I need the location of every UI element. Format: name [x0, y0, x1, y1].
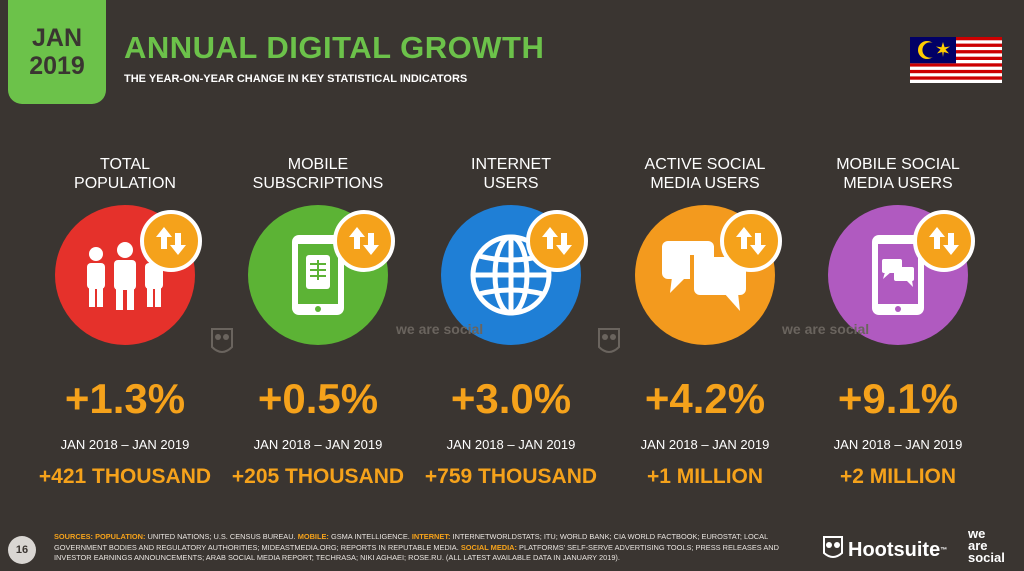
stat-label: INTERNET USERS [471, 156, 551, 192]
owl-watermark-icon [210, 325, 234, 360]
stat-percentage: +0.5% [257, 375, 379, 422]
stat-absolute-change: +2 MILLION [839, 465, 957, 488]
stat-mobile-subscriptions: MOBILE SUBSCRIPTIONS +0.5% JAN 2018 – JA… [223, 155, 413, 488]
stat-internet-users: INTERNET USERS +3.0% JAN 2018 – JAN 2 [416, 155, 606, 488]
stat-label: MOBILE SOCIAL MEDIA USERS [836, 156, 960, 192]
up-down-arrows-icon [913, 210, 975, 272]
stat-absolute-change: +205 THOUSAND [231, 465, 405, 488]
stat-percentage: +1.3% [64, 375, 186, 422]
page-number: 16 [8, 536, 36, 564]
stat-label: TOTAL POPULATION [74, 156, 176, 192]
owl-logo-icon [822, 535, 844, 565]
stat-label: ACTIVE SOCIAL MEDIA USERS [644, 156, 766, 192]
stat-absolute-change: +1 MILLION [646, 465, 764, 488]
date-badge-year: 2019 [29, 52, 85, 80]
stat-period: JAN 2018 – JAN 2019 [640, 437, 770, 452]
owl-watermark-icon [597, 325, 621, 360]
stat-active-social-media-users: ACTIVE SOCIAL MEDIA USERS +4.2% JAN 2018… [610, 155, 800, 488]
stat-period: JAN 2018 – JAN 2019 [446, 437, 576, 452]
stat-absolute-change: +421 THOUSAND [38, 465, 212, 488]
malaysia-flag-icon [910, 37, 1002, 83]
stat-percentage: +3.0% [450, 375, 572, 422]
stat-label: MOBILE SUBSCRIPTIONS [252, 156, 384, 192]
stat-mobile-social-media-users: MOBILE SOCIAL MEDIA USERS +9.1% [803, 155, 993, 488]
hootsuite-logo: Hootsuite ™ [822, 535, 947, 565]
page-subtitle: THE YEAR-ON-YEAR CHANGE IN KEY STATISTIC… [124, 73, 468, 85]
globe-icon [441, 205, 581, 345]
up-down-arrows-icon [526, 210, 588, 272]
stat-period: JAN 2018 – JAN 2019 [833, 437, 963, 452]
up-down-arrows-icon [720, 210, 782, 272]
we-are-social-logo: we are social [968, 526, 1005, 565]
stat-percentage: +9.1% [837, 375, 959, 422]
stat-absolute-change: +759 THOUSAND [424, 465, 598, 488]
we-are-social-watermark: we are social [396, 321, 484, 337]
up-down-arrows-icon [140, 210, 202, 272]
we-are-social-watermark: we are social [782, 321, 870, 337]
stat-period: JAN 2018 – JAN 2019 [253, 437, 383, 452]
stat-percentage: +4.2% [644, 375, 766, 422]
stats-row: TOTAL POPULATION +1.3% JAN 2018 – JAN [30, 155, 1010, 495]
sources-text: SOURCES: POPULATION: UNITED NATIONS; U.S… [54, 532, 779, 562]
stat-period: JAN 2018 – JAN 2019 [60, 437, 190, 452]
date-badge-month: JAN [31, 24, 82, 52]
up-down-arrows-icon [333, 210, 395, 272]
date-badge: JAN 2019 [8, 0, 106, 104]
mobile-chat-icon [828, 205, 968, 345]
page-title: ANNUAL DIGITAL GROWTH [124, 30, 545, 65]
stat-total-population: TOTAL POPULATION +1.3% JAN 2018 – JAN [30, 155, 220, 488]
